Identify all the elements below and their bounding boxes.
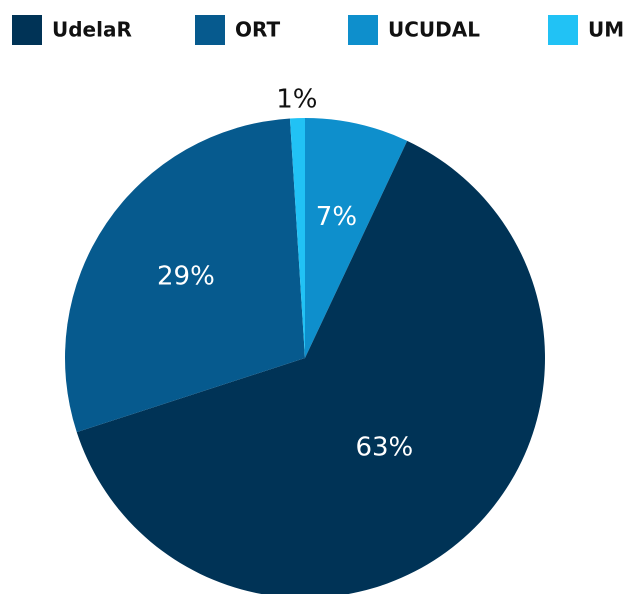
slice-label: 29% [157,262,215,292]
legend-swatch [548,15,578,45]
legend-swatch [348,15,378,45]
legend-swatch [12,15,42,45]
slice-label: 1% [276,85,317,115]
pie-slice [289,118,305,358]
slice-label: 7% [316,202,357,232]
pie-slice [305,118,408,358]
legend-label: UCUDAL [388,18,480,42]
legend-label: ORT [235,18,281,42]
pie-slice [64,118,305,433]
legend-label: UM [588,18,624,42]
legend-swatch [195,15,225,45]
pie-slice [76,140,545,594]
slice-label: 63% [355,433,413,463]
legend-label: UdelaR [52,18,132,42]
